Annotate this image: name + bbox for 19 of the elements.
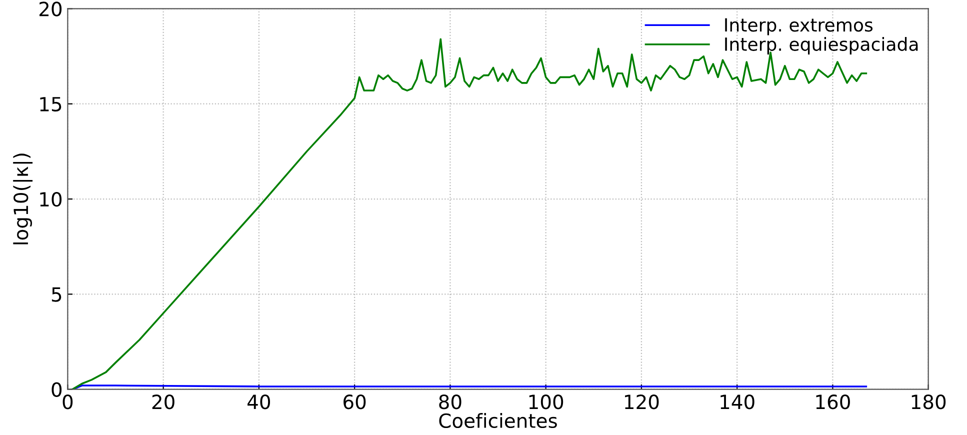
y-axis-title: log10(|κ|) <box>13 154 33 244</box>
legend-label: Interp. equiespaciada <box>725 37 918 54</box>
y-tick-label: 5 <box>52 287 62 302</box>
x-tick-label: 160 <box>816 394 850 410</box>
x-tick-label: 0 <box>62 394 73 410</box>
x-tick-label: 120 <box>625 394 659 410</box>
legend-label: Interp. extremos <box>725 18 873 36</box>
y-tick-label: 0 <box>52 382 62 397</box>
x-tick-label: 140 <box>720 394 754 410</box>
y-tick-label: 20 <box>40 2 62 16</box>
x-tick-label: 100 <box>529 394 564 410</box>
x-tick-label: 20 <box>152 394 174 410</box>
y-tick-label: 10 <box>40 192 62 207</box>
x-tick-label: 180 <box>912 394 946 410</box>
y-tick-label: 15 <box>40 97 62 112</box>
x-tick-label: 80 <box>439 394 462 410</box>
x-axis-title: Coeficientes <box>439 413 557 428</box>
x-tick-label: 60 <box>344 394 366 410</box>
x-tick-label: 40 <box>248 394 270 410</box>
